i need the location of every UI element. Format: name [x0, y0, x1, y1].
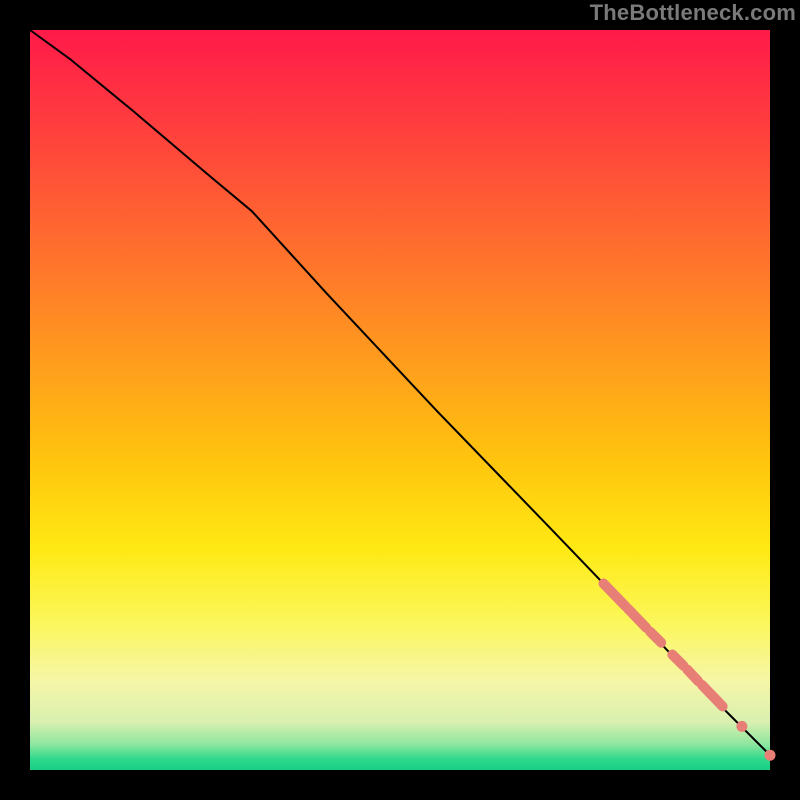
- bottleneck-chart: [0, 0, 800, 800]
- plot-area: [30, 30, 770, 770]
- end-dot: [736, 721, 747, 732]
- chart-stage: TheBottleneck.com: [0, 0, 800, 800]
- end-dot: [765, 750, 776, 761]
- watermark-text: TheBottleneck.com: [590, 0, 796, 26]
